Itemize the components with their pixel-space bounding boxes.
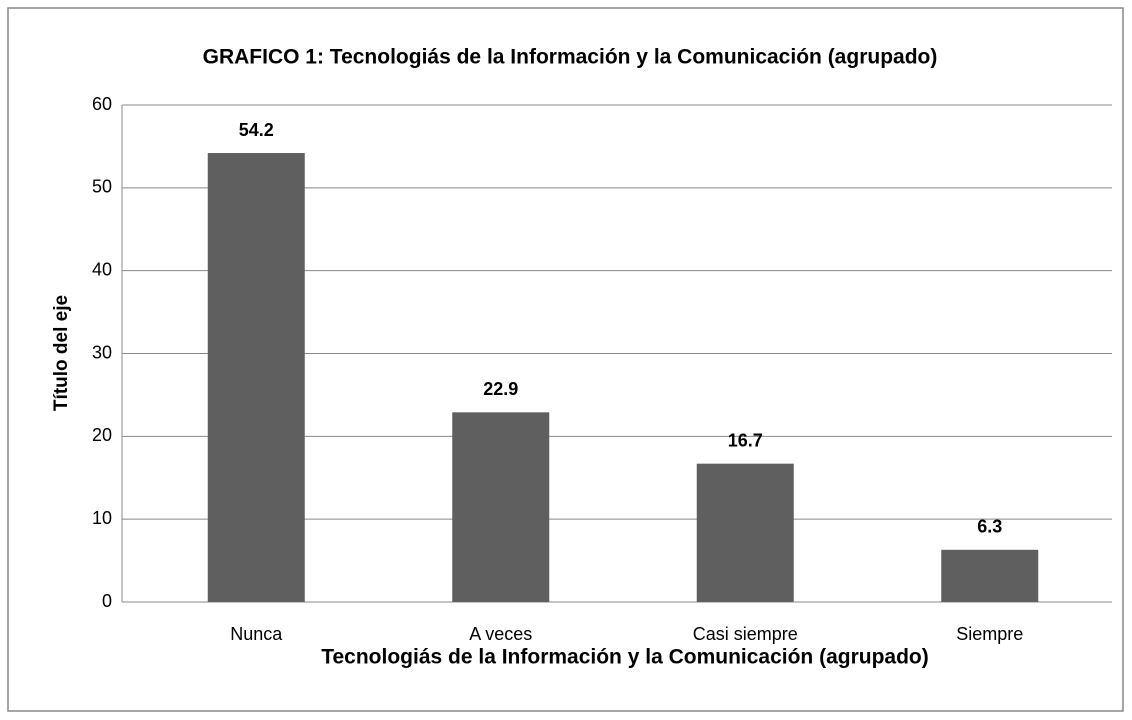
x-tick-label: A veces	[469, 624, 532, 644]
data-label: 54.2	[239, 120, 274, 140]
bar	[941, 549, 1039, 602]
bar	[207, 153, 305, 602]
y-axis-title: Título del eje	[51, 295, 72, 411]
chart-border	[7, 7, 1124, 712]
y-tick-label: 20	[92, 425, 112, 445]
data-label: 22.9	[483, 379, 518, 399]
y-tick-label: 50	[92, 177, 112, 197]
chart-title: GRAFICO 1: Tecnologiás de la Información…	[203, 46, 938, 69]
y-tick-label: 0	[102, 591, 112, 611]
x-tick-label: Nunca	[230, 624, 283, 644]
x-tick-label: Casi siempre	[693, 624, 798, 644]
y-tick-label: 10	[92, 508, 112, 528]
bar	[696, 463, 794, 602]
y-tick-label: 30	[92, 342, 112, 362]
y-tick-label: 40	[92, 259, 112, 279]
y-tick-label: 60	[92, 94, 112, 114]
x-tick-label: Siempre	[956, 624, 1023, 644]
x-axis-title: Tecnologiás de la Información y la Comun…	[321, 646, 929, 669]
data-label: 6.3	[977, 517, 1002, 537]
data-label: 16.7	[728, 430, 763, 450]
bar	[452, 412, 550, 602]
